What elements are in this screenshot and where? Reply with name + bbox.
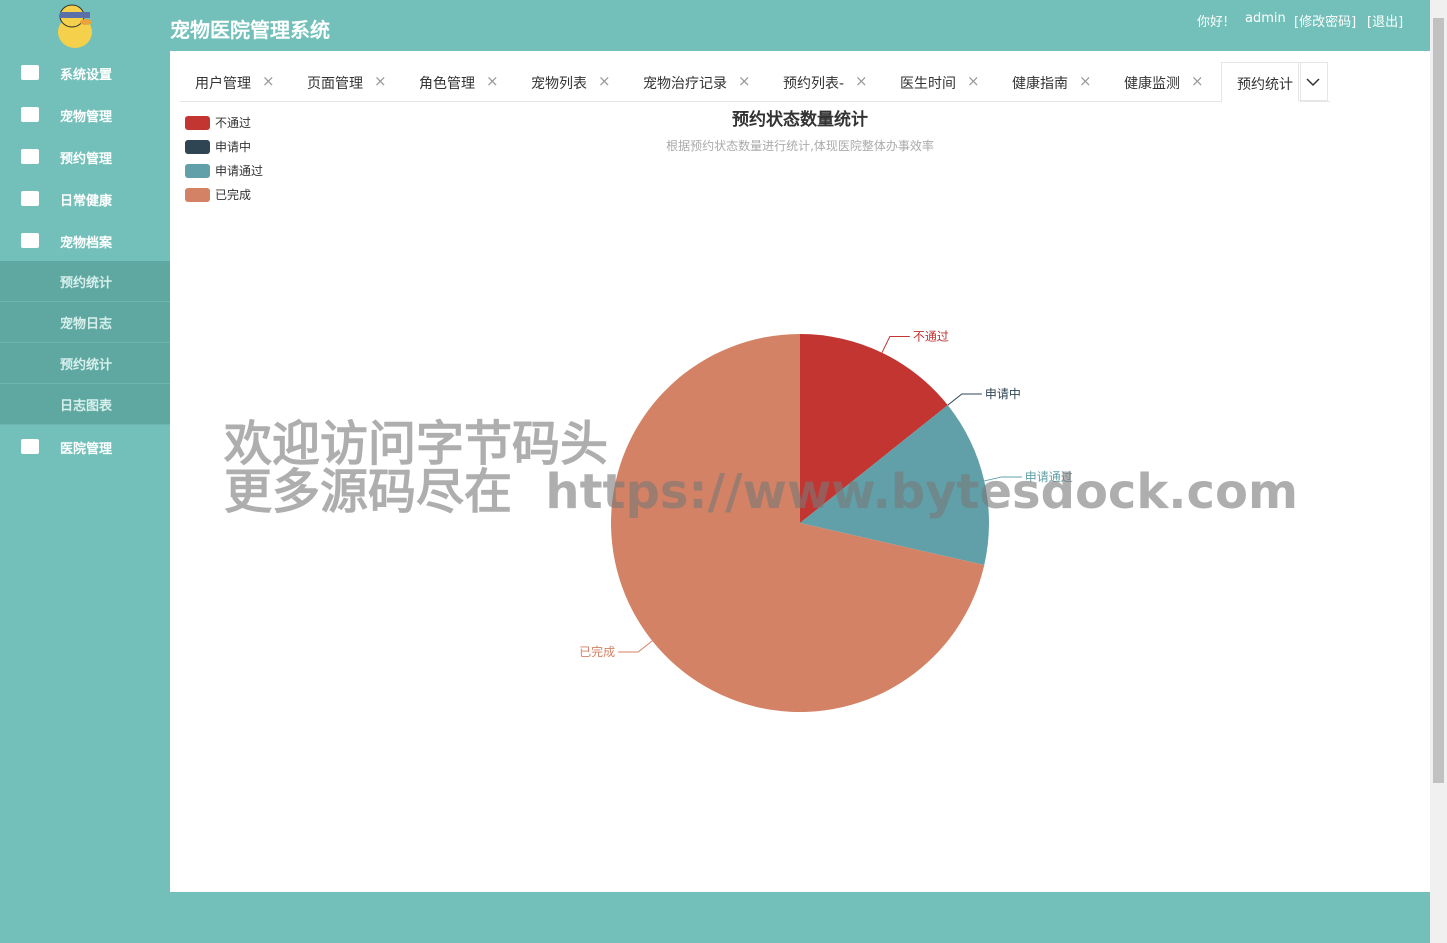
menu-item[interactable]: 日常健康 — [0, 177, 170, 219]
legend-label: 申请通过 — [215, 164, 263, 178]
tab-close[interactable]: × — [855, 72, 868, 90]
pie-label: 申请中 — [985, 386, 1021, 401]
pie-slice — [610, 334, 985, 712]
legend-swatch[interactable] — [185, 188, 210, 202]
menu-icon — [21, 233, 39, 248]
sidebar: 系统设置 宠物管理 预约管理 日常健康 宠物档案 预约统计 宠物日志 预约统计 日志图表 医院管理 — [0, 0, 170, 943]
submenu-label: 宠物日志 — [60, 317, 113, 332]
logo — [58, 4, 92, 48]
tab[interactable]: 宠物列表 × — [516, 62, 621, 101]
submenu-label: 预约统计 — [60, 276, 113, 291]
menu-item[interactable]: 预约管理 — [0, 135, 170, 177]
menu-icon — [21, 65, 39, 80]
tab-label: 角色管理 — [419, 76, 475, 92]
change-password[interactable]: [修改密码] — [1294, 15, 1357, 30]
legend-swatch[interactable] — [185, 164, 210, 178]
tab-label: 医生时间 — [900, 76, 956, 92]
pie-label: 已完成 — [579, 644, 615, 659]
tab-bar-line — [180, 101, 1330, 102]
chart-title: 预约状态数量统计 — [732, 109, 868, 130]
submenu-item[interactable]: 宠物日志 — [0, 302, 170, 343]
tab-close[interactable]: × — [738, 72, 751, 90]
tab-label: 宠物列表 — [531, 76, 587, 92]
legend-label: 不通过 — [215, 116, 251, 130]
tab[interactable]: 用户管理 × — [180, 62, 285, 101]
menu-icon — [21, 439, 39, 454]
menu-icon — [21, 107, 39, 122]
menu-item[interactable]: 系统设置 — [0, 51, 170, 93]
submenu-item[interactable]: 预约统计 — [0, 261, 170, 302]
tab[interactable]: 页面管理 × — [292, 62, 397, 101]
menu-label: 日常健康 — [60, 194, 113, 209]
greeting: 你好! — [1197, 15, 1229, 30]
app-title: 宠物医院管理系统 — [170, 18, 330, 42]
legend-label: 申请中 — [215, 139, 251, 154]
tab-label: 健康指南 — [1012, 76, 1068, 92]
label-line — [984, 476, 1022, 482]
menu-label: 系统设置 — [60, 68, 113, 83]
tab[interactable]: 宠物治疗记录 × — [628, 62, 751, 101]
tab[interactable]: 角色管理 × — [404, 62, 509, 101]
label-line — [881, 335, 910, 353]
scroll-thumb[interactable] — [1433, 18, 1444, 783]
submenu-label: 日志图表 — [60, 399, 113, 414]
menu-label: 医院管理 — [60, 442, 113, 457]
legend-swatch[interactable] — [185, 140, 210, 154]
submenu-item[interactable]: 日志图表 — [0, 384, 170, 425]
menu-label: 宠物管理 — [60, 110, 113, 125]
tab-label: 页面管理 — [307, 76, 363, 92]
tab-label: 健康监测 — [1124, 76, 1180, 92]
submenu-item[interactable]: 预约统计 — [0, 343, 170, 384]
pie-label: 申请通过 — [1025, 470, 1073, 484]
tab-dropdown[interactable] — [1298, 62, 1328, 101]
tab-close[interactable]: × — [374, 72, 387, 90]
legend-swatch[interactable] — [185, 116, 210, 130]
watermark-line: 欢迎访问字节码头 — [224, 416, 609, 472]
pie-label: 不通过 — [913, 329, 949, 343]
pie-slice — [800, 405, 989, 566]
label-line — [947, 393, 982, 406]
tab[interactable]: 预约列表- × — [768, 62, 873, 101]
tab[interactable]: 预约统计 — [1221, 62, 1301, 103]
watermark: 欢迎访问字节码头 更多源码尽在 https://www.bytesdock.com — [224, 420, 1298, 516]
tab[interactable]: 健康监测 × — [1109, 62, 1214, 101]
tab-label: 宠物治疗记录 — [643, 76, 727, 92]
watermark-line: 更多源码尽在 https://www.bytesdock.com — [224, 464, 1298, 520]
chart-subtitle: 根据预约状态数量进行统计,体现医院整体办事效率 — [666, 138, 934, 153]
menu-icon — [21, 191, 39, 206]
chart: 预约状态数量统计 根据预约状态数量进行统计,体现医院整体办事效率 不通过申请中申… — [185, 109, 1073, 712]
chevron — [1306, 78, 1320, 87]
menu-item[interactable]: 医院管理 — [0, 425, 170, 467]
tab-close[interactable]: × — [598, 72, 611, 90]
menu-item[interactable]: 宠物管理 — [0, 93, 170, 135]
tab-close[interactable]: × — [486, 72, 499, 90]
menu-item[interactable]: 宠物档案 — [0, 219, 170, 261]
submenu-label: 预约统计 — [60, 358, 113, 373]
tab-label: 预约列表- — [783, 76, 845, 92]
tab-close[interactable]: × — [1079, 72, 1092, 90]
pie-slice — [800, 334, 948, 523]
menu-icon — [21, 149, 39, 164]
tab-close[interactable]: × — [1191, 72, 1204, 90]
menu-label: 宠物档案 — [60, 236, 113, 251]
label-line — [618, 640, 653, 653]
tab-label: 用户管理 — [195, 76, 251, 92]
tab[interactable]: 健康指南 × — [997, 62, 1102, 101]
tab-close[interactable]: × — [262, 72, 275, 90]
tab[interactable]: 医生时间 × — [885, 62, 990, 101]
tab-close[interactable]: × — [967, 72, 980, 90]
user-name[interactable]: admin — [1245, 11, 1286, 26]
tab-label: 预约统计 — [1237, 77, 1293, 93]
logout[interactable]: [退出] — [1367, 15, 1404, 30]
legend-label: 已完成 — [215, 187, 251, 202]
menu-label: 预约管理 — [60, 152, 113, 167]
